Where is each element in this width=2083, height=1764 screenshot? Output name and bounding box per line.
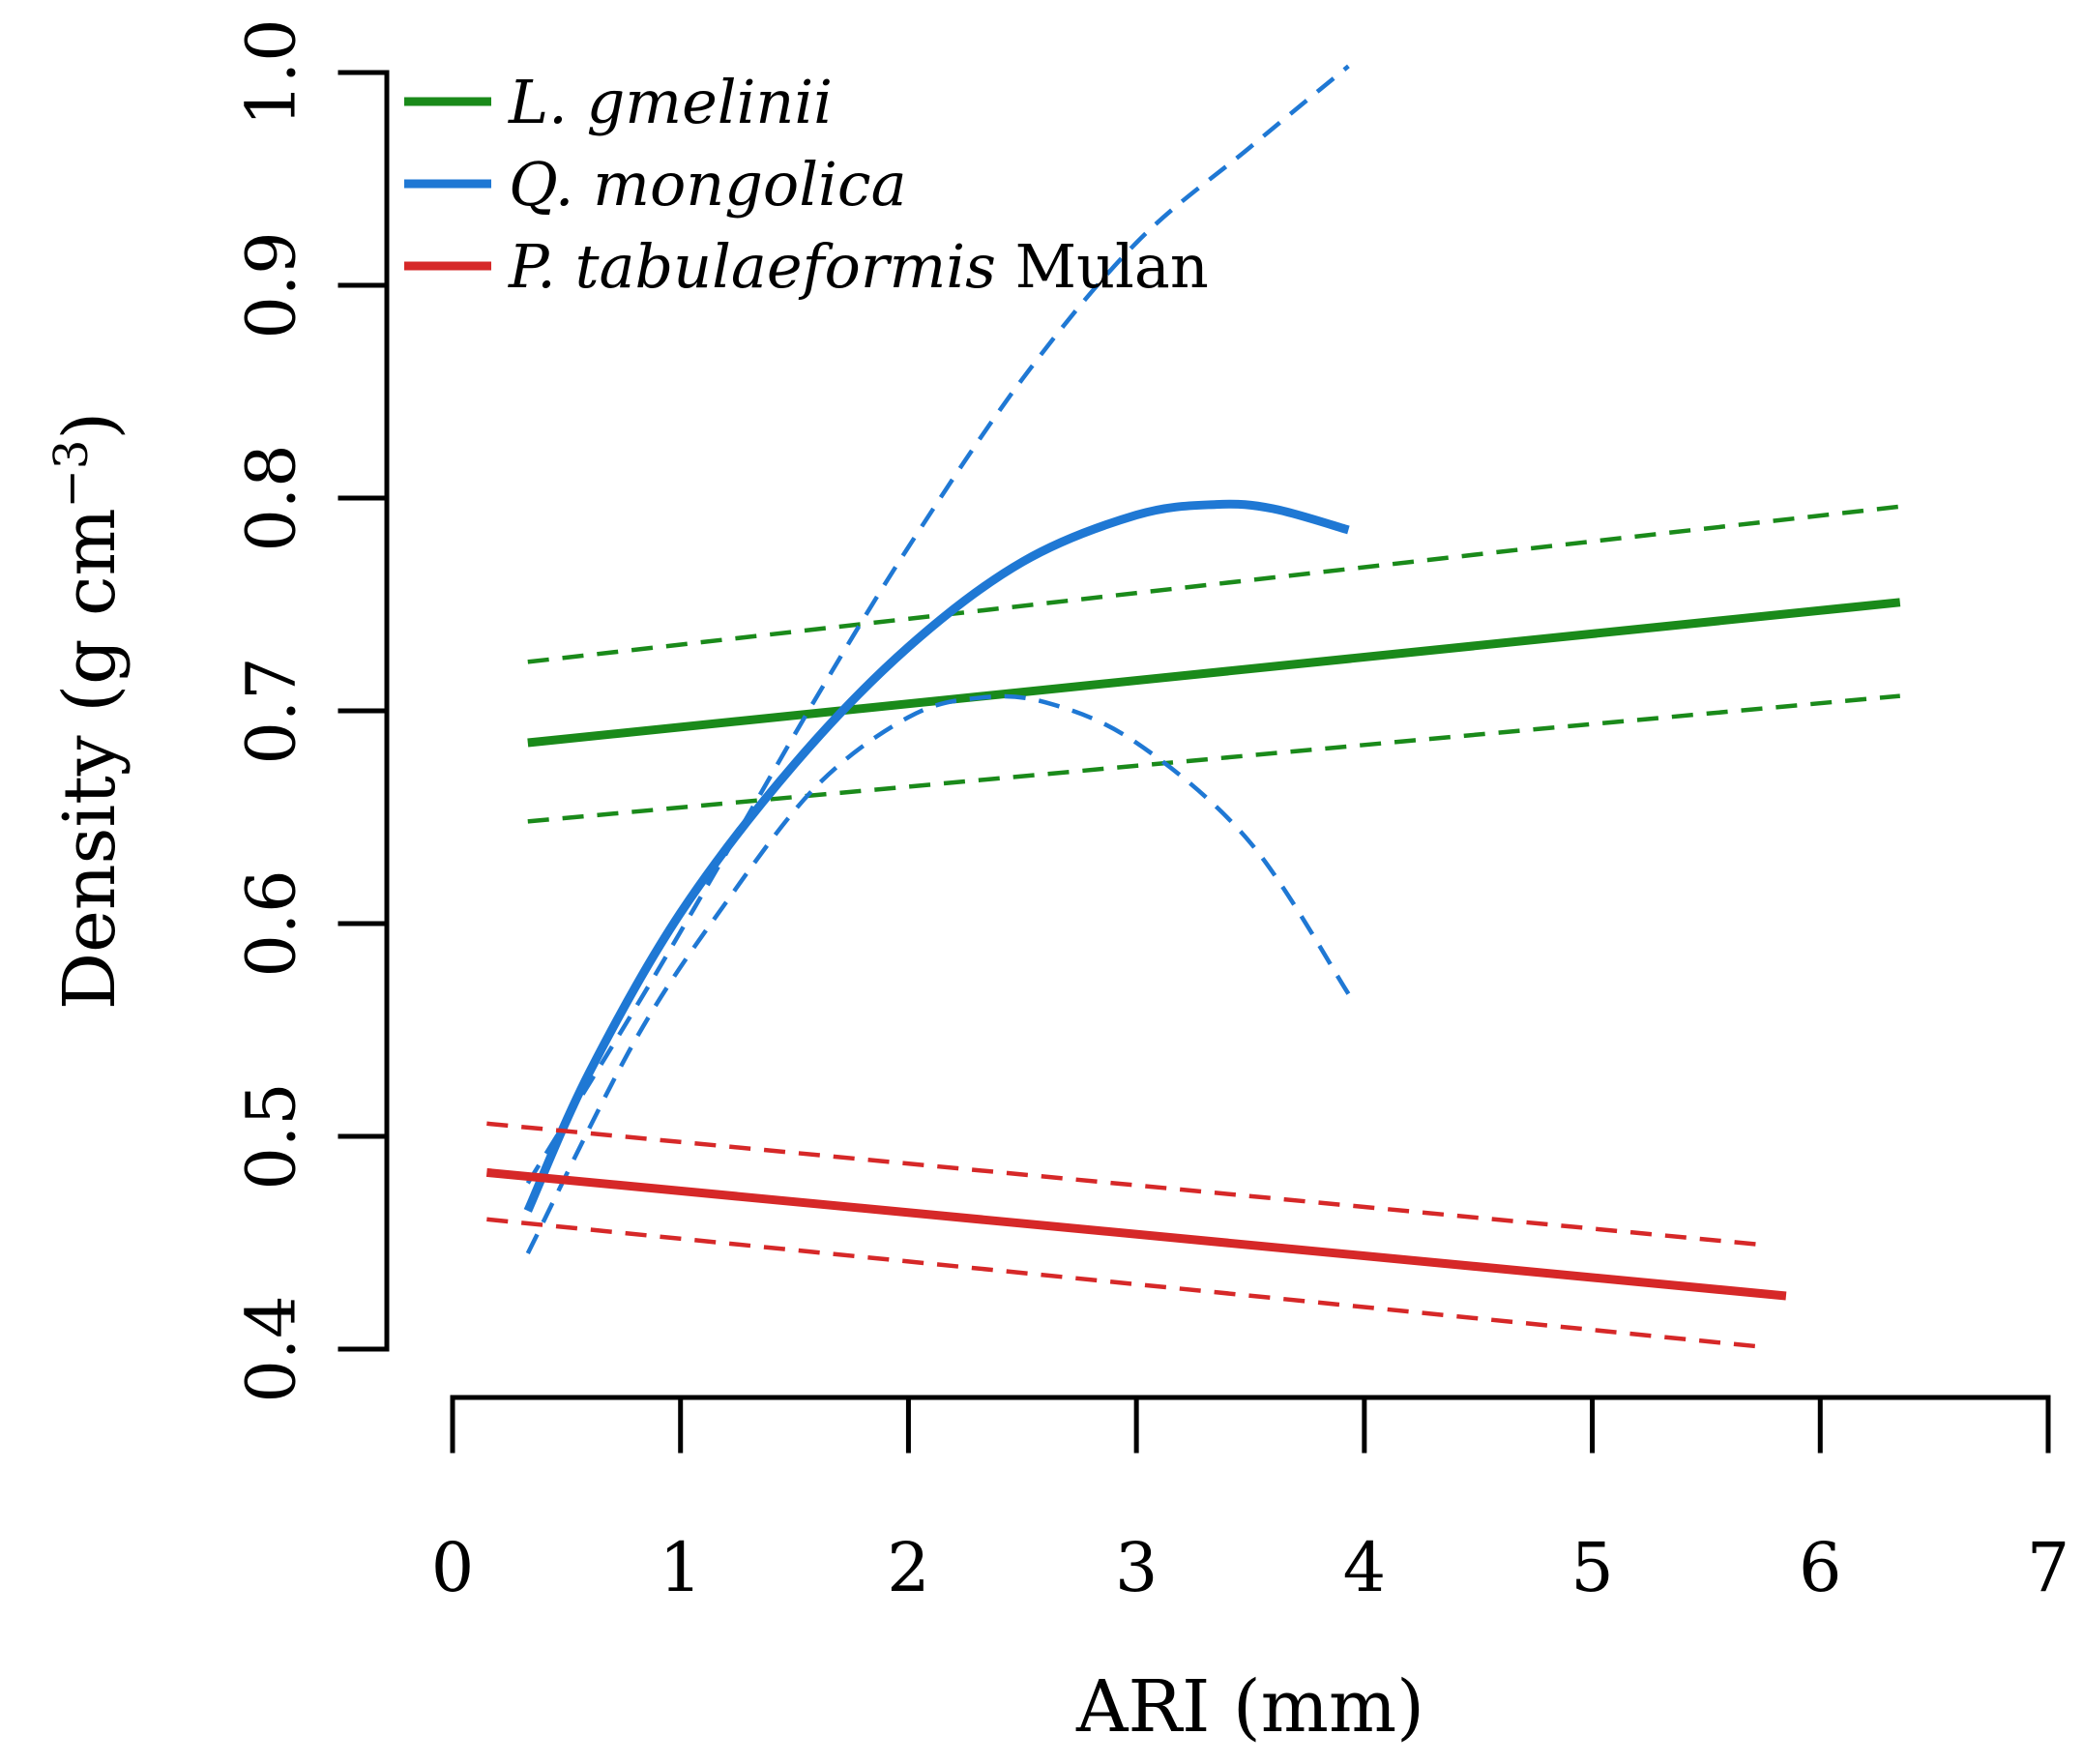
y-axis-title-main: Density (g cm bbox=[48, 508, 132, 1010]
legend-label-italic: P. tabulaeformis bbox=[508, 231, 996, 302]
y-tick-label: 0.9 bbox=[232, 231, 311, 338]
y-axis-title: Density (g cm−3) bbox=[44, 412, 132, 1011]
q-mongolica-fit-line bbox=[523, 499, 1350, 1213]
legend-label-suffix: Mulan bbox=[996, 231, 1209, 302]
legend-item-p-tabulaeformis-mulan: P. tabulaeformis Mulan bbox=[404, 231, 1209, 302]
x-ticks: 0 1 2 3 4 5 6 7 bbox=[431, 1395, 2070, 1607]
legend-item-l-gmelinii: L. gmelinii bbox=[404, 67, 833, 137]
legend-label-q-mongolica: Q. mongolica bbox=[509, 149, 907, 220]
x-tick-label: 2 bbox=[887, 1528, 930, 1607]
y-ticks: 0.4 0.5 0.6 0.7 0.8 0.9 1.0 bbox=[232, 18, 390, 1403]
series-l-gmelinii bbox=[527, 504, 1901, 824]
y-tick-label: 0.8 bbox=[232, 444, 311, 551]
x-tick-label: 7 bbox=[2027, 1528, 2070, 1607]
legend-label-italic: Q. mongolica bbox=[509, 149, 907, 220]
legend-label-p-tabulaeformis-mulan: P. tabulaeformis Mulan bbox=[508, 231, 1209, 302]
x-tick-label: 0 bbox=[431, 1528, 475, 1607]
series-q-mongolica bbox=[523, 64, 1351, 1255]
l-gmelinii-ci-lower bbox=[527, 693, 1900, 824]
x-tick-label: 3 bbox=[1115, 1528, 1159, 1607]
series-layer bbox=[485, 64, 1901, 1350]
x-tick-label: 5 bbox=[1570, 1528, 1614, 1607]
x-tick-label: 1 bbox=[659, 1528, 702, 1607]
p-tabulaeformis-mulan-fit-line bbox=[485, 1167, 1787, 1301]
y-tick-label: 0.5 bbox=[232, 1082, 311, 1190]
y-tick-label: 0.7 bbox=[232, 657, 311, 764]
l-gmelinii-ci-upper bbox=[527, 504, 1901, 664]
y-axis-title-superscript: −3 bbox=[44, 440, 99, 509]
legend-label-italic: L. gmelinii bbox=[508, 67, 833, 137]
p-tabulaeformis-mulan-ci-lower bbox=[486, 1217, 1764, 1350]
y-axis-title-close: ) bbox=[48, 412, 132, 440]
legend-item-q-mongolica: Q. mongolica bbox=[404, 149, 907, 220]
y-tick-label: 0.6 bbox=[232, 869, 311, 977]
y-tick-label: 1.0 bbox=[232, 18, 311, 126]
p-tabulaeformis-mulan-ci-upper bbox=[486, 1121, 1764, 1248]
q-mongolica-ci-lower bbox=[525, 693, 1351, 1255]
series-p-tabulaeformis-mulan bbox=[485, 1121, 1787, 1350]
legend-label-l-gmelinii: L. gmelinii bbox=[508, 67, 833, 137]
y-tick-label: 0.4 bbox=[232, 1295, 311, 1402]
q-mongolica-ci-upper bbox=[525, 64, 1350, 1185]
x-tick-label: 4 bbox=[1343, 1528, 1387, 1607]
x-tick-label: 6 bbox=[1799, 1528, 1842, 1607]
x-axis-title: ARI (mm) bbox=[1075, 1665, 1424, 1749]
legend: L. gmelinii Q. mongolica P. tabulaeformi… bbox=[404, 67, 1209, 302]
l-gmelinii-fit-line bbox=[527, 598, 1901, 748]
